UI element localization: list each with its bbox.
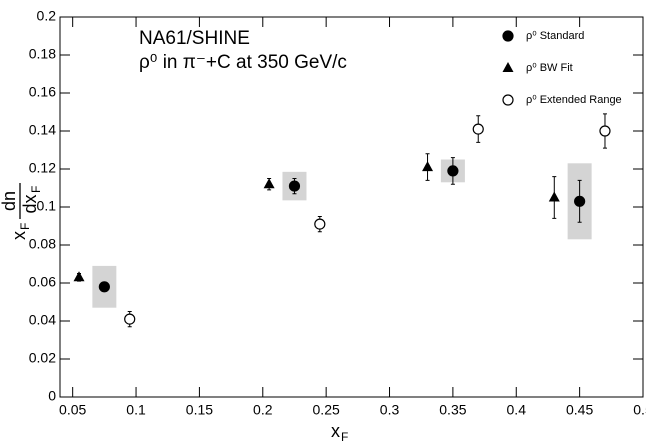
x-tick-label: 0.15 [186, 402, 213, 418]
y-tick-label: 0.16 [29, 84, 56, 100]
circle-marker [288, 180, 301, 192]
x-tick-label: 0.2 [253, 402, 273, 418]
y-tick-label: 0.2 [37, 8, 57, 24]
x-label-sub: F [341, 430, 348, 444]
x-tick-label: 0.4 [507, 402, 527, 418]
x-tick-label: 0.35 [439, 402, 466, 418]
x-tick-label: 0.5 [633, 402, 646, 418]
open-circle-marker [472, 123, 484, 135]
y-label-denominator: dx [20, 194, 40, 213]
x-tick-label: 0.05 [59, 402, 86, 418]
y-axis-label: x F dn dx F [0, 183, 43, 240]
chart-subtitle: ρ⁰ in π⁻+C at 350 GeV/c [139, 52, 347, 73]
y-tick-label: 0.18 [29, 46, 56, 62]
triangle-marker [73, 271, 85, 282]
x-tick-label: 0.3 [380, 402, 400, 418]
x-axis-label: x F [331, 421, 348, 444]
legend-label: ρ⁰ Standard [526, 30, 584, 42]
y-label-denominator-sub: F [29, 186, 43, 193]
legend-label: ρ⁰ BW Fit [526, 62, 573, 74]
legend-label: ρ⁰ Extended Range [526, 94, 622, 106]
y-label-prefix-sub: F [18, 223, 32, 230]
open-circle-marker [124, 313, 136, 325]
plot-frame [59, 16, 644, 398]
y-tick-label: 0.08 [29, 236, 56, 252]
circle-marker [574, 195, 586, 207]
triangle-marker [422, 161, 434, 172]
y-tick-label: 0.04 [29, 312, 56, 328]
open-circle-marker [502, 94, 514, 106]
x-tick-label: 0.25 [313, 402, 340, 418]
circle-marker [447, 165, 459, 177]
open-circle-marker [314, 218, 326, 230]
y-label-numerator: dn [0, 191, 19, 211]
y-tick-label: 0.14 [29, 122, 56, 138]
x-tick-label: 0.1 [126, 402, 146, 418]
y-tick-label: 0.02 [29, 350, 56, 366]
y-tick-label: 0.1 [37, 198, 57, 214]
circle-marker [502, 30, 514, 42]
triangle-marker [263, 178, 275, 189]
y-tick-label: 0.06 [29, 274, 56, 290]
y-label-prefix: x [9, 231, 29, 240]
y-tick-label: 0.12 [29, 160, 56, 176]
open-circle-marker [599, 125, 611, 137]
circle-marker [98, 281, 110, 293]
triangle-marker [548, 191, 560, 202]
triangle-marker [502, 62, 514, 72]
x-tick-label: 0.45 [566, 402, 593, 418]
chart-title: NA61/SHINE [139, 28, 250, 49]
y-tick-label: 0 [48, 388, 56, 404]
x-label: x [331, 421, 340, 441]
